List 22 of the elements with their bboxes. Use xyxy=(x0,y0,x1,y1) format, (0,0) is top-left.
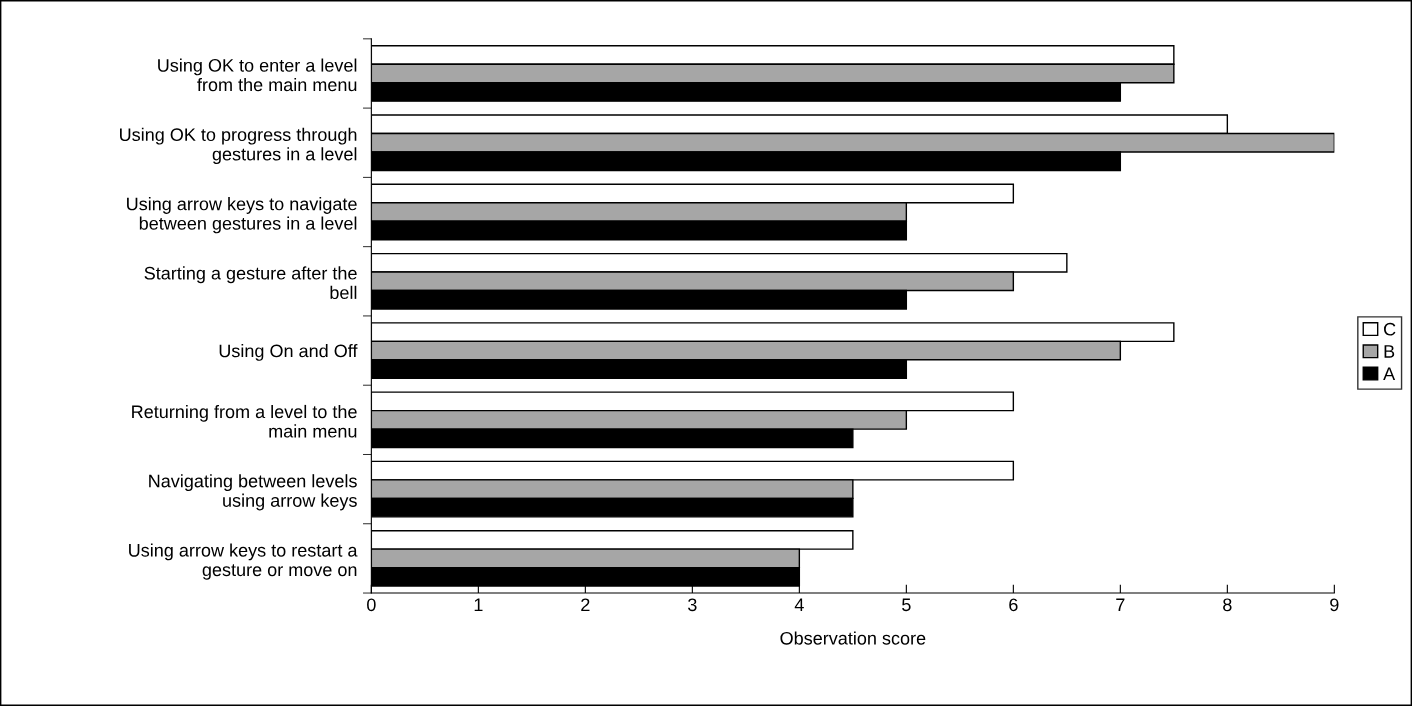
x-tick-label: 1 xyxy=(474,598,483,611)
x-tick-label: 6 xyxy=(1009,598,1018,612)
y-tick-label: Using On and Off xyxy=(219,344,358,361)
y-tick-label: Using arrow keys to navigate between gestures in a level xyxy=(127,197,357,234)
y-tick-label: Returning from a level to the main menu xyxy=(132,404,357,438)
legend-label: C xyxy=(1384,322,1396,336)
y-tick-label: Using OK to enter a level from the main menu xyxy=(158,58,357,92)
x-axis-title: Observation score xyxy=(780,631,926,645)
x-tick-label: 3 xyxy=(688,598,697,612)
x-tick-label: 5 xyxy=(902,598,911,612)
y-tick-label: Using arrow keys to restart a gesture or move on xyxy=(129,543,358,580)
legend-label: B xyxy=(1384,345,1395,358)
x-tick-label: 0 xyxy=(367,598,376,612)
y-tick-label: Using OK to progress through gestures in a level xyxy=(120,127,357,165)
legend-label: A xyxy=(1383,367,1396,380)
x-tick-label: 4 xyxy=(794,598,804,611)
y-tick-label: Navigating between levels using arrow keys xyxy=(149,474,357,511)
x-tick-label: 9 xyxy=(1330,598,1339,612)
y-tick-label: Starting a gesture after the bell xyxy=(144,266,357,300)
x-tick-label: 7 xyxy=(1116,598,1125,611)
x-tick-label: 8 xyxy=(1223,598,1232,612)
x-tick-label: 2 xyxy=(581,598,590,611)
